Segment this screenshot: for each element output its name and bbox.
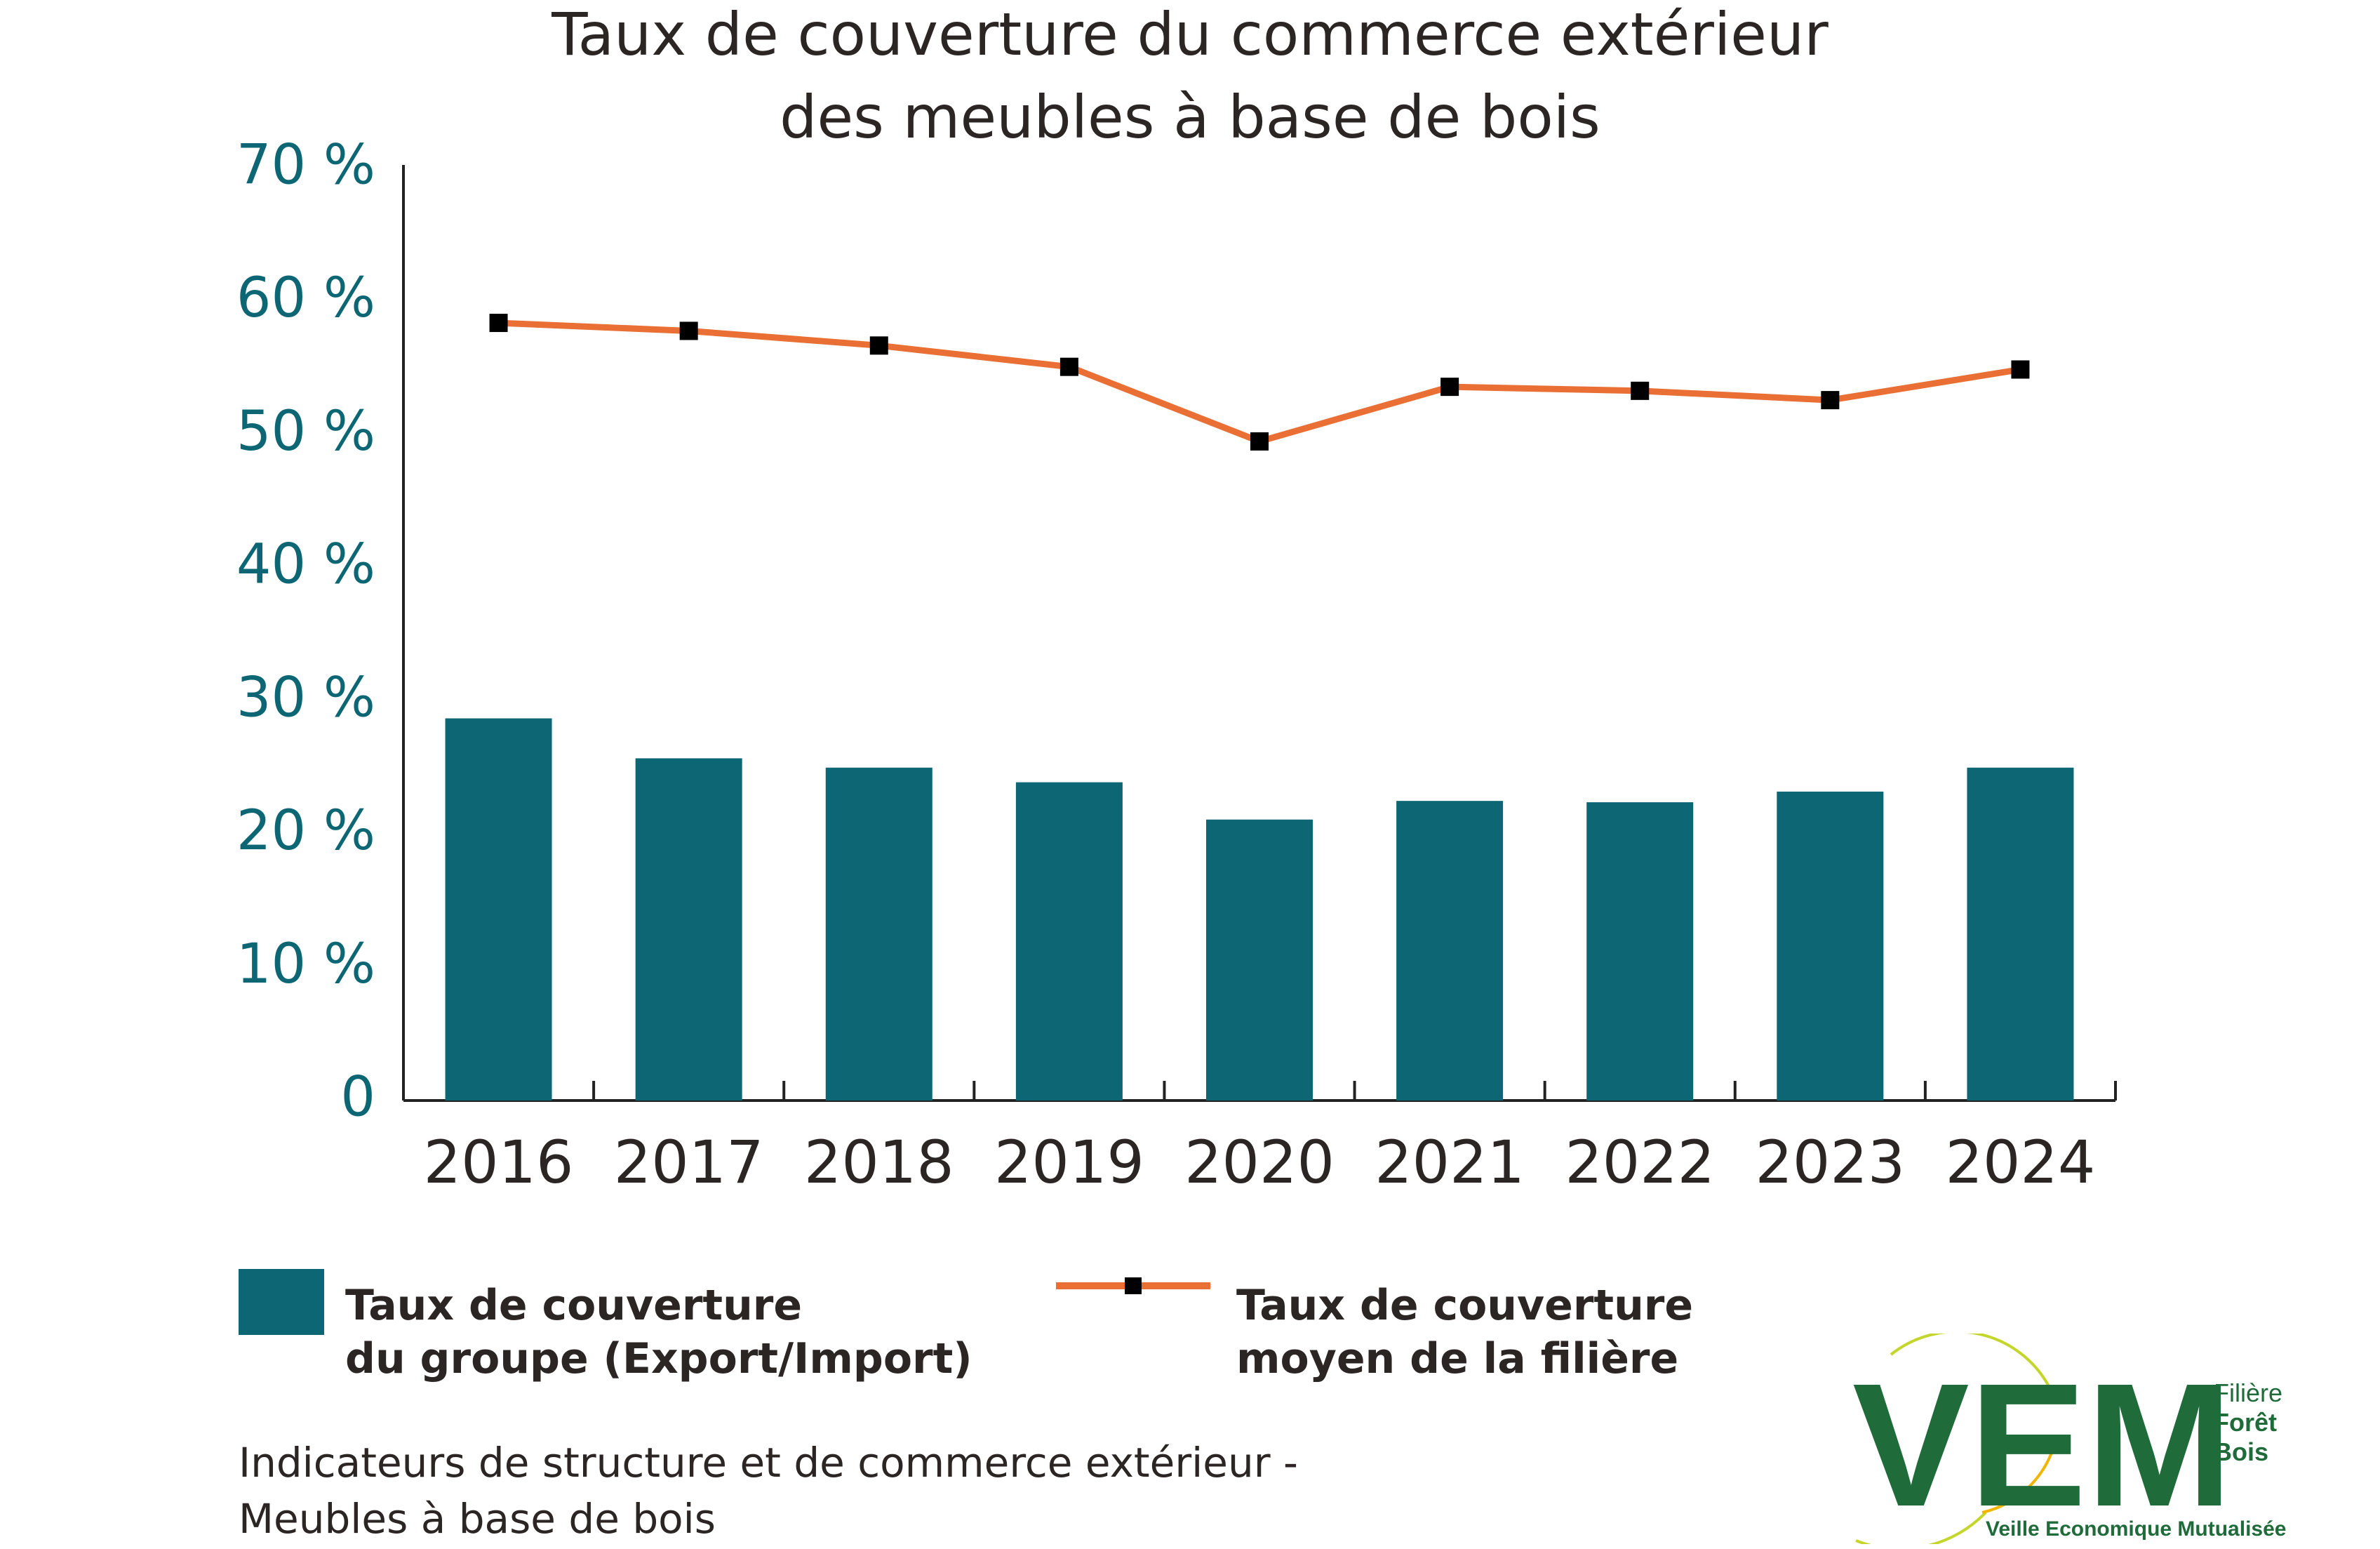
line-point — [1821, 391, 1840, 410]
x-tick-label: 2017 — [614, 1128, 764, 1197]
chart-title-line-2: des meubles à base de bois — [780, 83, 1600, 152]
logo-word-foret: Forêt — [2214, 1408, 2277, 1437]
logo-word-bois: Bois — [2214, 1437, 2269, 1466]
chart-title-line-1: Taux de couverture du commerce extérieur — [551, 0, 1829, 69]
line-point — [869, 336, 888, 355]
y-tick-label: 30 % — [236, 666, 375, 729]
x-tick-label: 2023 — [1755, 1128, 1905, 1197]
legend-line-label-line-2: moyen de la filière — [1236, 1334, 1679, 1383]
line-point — [1250, 432, 1269, 451]
y-tick-label: 70 % — [236, 133, 375, 197]
line-series — [495, 319, 2024, 445]
x-tick-label: 2022 — [1565, 1128, 1715, 1197]
logo-tagline: Veille Economique Mutualisée — [1986, 1517, 2287, 1541]
vem-logo-mark: VEM — [1852, 1330, 2233, 1549]
bar — [1396, 801, 1504, 1101]
x-tick-label: 2024 — [1946, 1128, 2096, 1197]
bar — [1206, 819, 1313, 1101]
y-tick-label: 20 % — [236, 799, 375, 863]
bar — [1967, 767, 2074, 1101]
legend-bar-swatch — [239, 1269, 324, 1335]
chart: 0 10 % 20 % 30 % 40 % 50 % 60 % 70 % 2016 2017 201… — [236, 133, 2117, 1197]
y-tick-label: 60 % — [236, 267, 375, 330]
vem-logo: VEM Filière Forêt Bois Veille Economique… — [1852, 1330, 2344, 1549]
x-tick-label: 2021 — [1375, 1128, 1525, 1197]
x-tick-label: 2019 — [994, 1128, 1144, 1197]
bar — [1777, 791, 1884, 1101]
line-point — [489, 314, 508, 333]
source-note-line-2: Meubles à base de bois — [239, 1495, 716, 1543]
y-tick-label: 40 % — [236, 533, 375, 597]
line-point — [2011, 360, 2030, 379]
legend-line-label-line-1: Taux de couverture — [1236, 1281, 1694, 1330]
bar — [445, 718, 552, 1101]
line-point — [1631, 381, 1650, 400]
y-tick-label: 10 % — [236, 933, 375, 996]
bar — [1015, 782, 1123, 1101]
x-tick-label: 2020 — [1184, 1128, 1335, 1197]
bar — [635, 758, 742, 1101]
x-tick-label: 2018 — [804, 1128, 954, 1197]
legend-line-icon — [1056, 1277, 1210, 1294]
x-tick-label: 2016 — [424, 1128, 574, 1197]
line-point — [679, 321, 698, 340]
y-tick-label: 0 — [340, 1065, 375, 1129]
logo-word-filiere: Filière — [2214, 1378, 2283, 1407]
vem-logo-letters: VEM — [1852, 1347, 2233, 1543]
y-tick-label: 50 % — [236, 400, 375, 463]
source-note-line-1: Indicateurs de structure et de commerce … — [239, 1439, 1298, 1487]
legend-bar-label-line-1: Taux de couverture — [345, 1281, 803, 1330]
bar — [825, 767, 932, 1101]
line-point — [1440, 378, 1459, 397]
line-point — [1059, 357, 1078, 376]
legend-bar-label-line-2: du groupe (Export/Import) — [345, 1334, 972, 1383]
bar — [1586, 802, 1694, 1101]
